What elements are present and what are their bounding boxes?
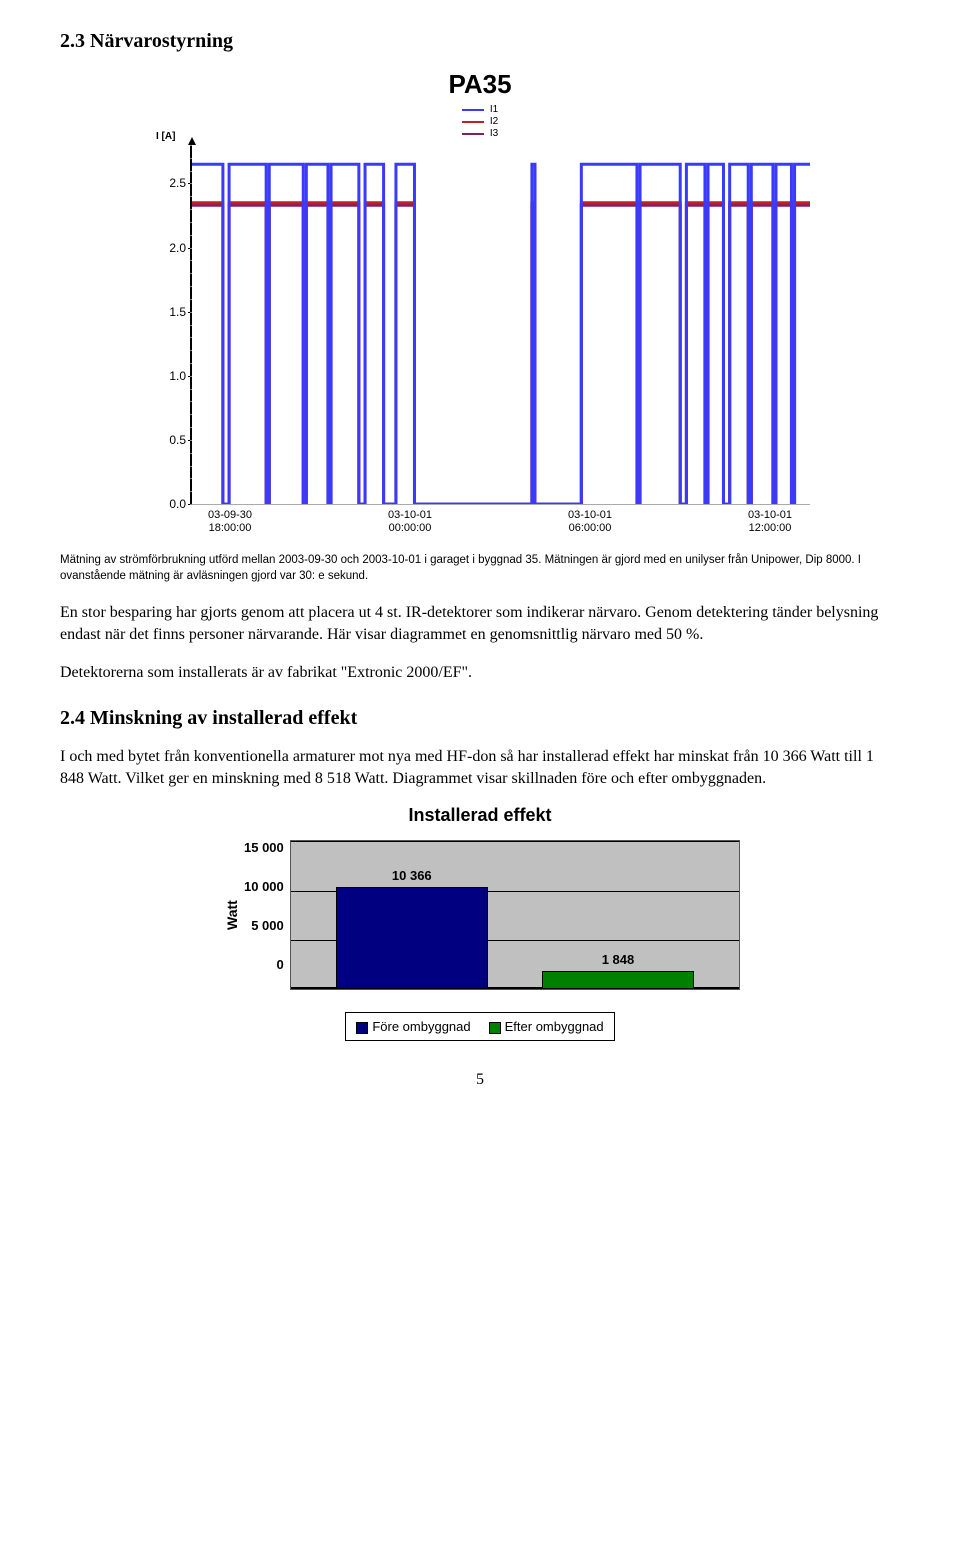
bar: 1 848 bbox=[542, 971, 694, 989]
page-number: 5 bbox=[60, 1071, 900, 1089]
chart2-title: Installerad effekt bbox=[220, 805, 740, 826]
section-heading-2: 2.4 Minskning av installerad effekt bbox=[60, 707, 900, 730]
chart1-title: PA35 bbox=[150, 69, 810, 100]
legend-item: Efter ombyggnad bbox=[489, 1019, 604, 1034]
section-heading-1: 2.3 Närvarostyrning bbox=[60, 30, 900, 53]
ytick-label: 0 bbox=[244, 957, 284, 972]
paragraph-1: En stor besparing har gjorts genom att p… bbox=[60, 602, 900, 645]
ytick-label: 1.0 bbox=[152, 369, 186, 383]
ytick-label: 2.0 bbox=[152, 241, 186, 255]
ytick-label: 2.5 bbox=[152, 176, 186, 190]
ytick-label: 15 000 bbox=[244, 840, 284, 855]
chart1: PA35 I1I2I3 I [A] 0.00.51.01.52.02.5 03-… bbox=[150, 69, 810, 535]
paragraph-2: Detektorerna som installerats är av fabr… bbox=[60, 662, 900, 684]
bar-value-label: 1 848 bbox=[543, 952, 693, 967]
ytick-label: 1.5 bbox=[152, 305, 186, 319]
xtick-label: 03-10-0100:00:00 bbox=[370, 509, 450, 535]
bar-value-label: 10 366 bbox=[337, 868, 487, 883]
chart1-legend: I1I2I3 bbox=[150, 104, 810, 139]
xtick-label: 03-09-3018:00:00 bbox=[190, 509, 270, 535]
legend-item: I3 bbox=[462, 128, 498, 139]
chart1-plot-area: I [A] 0.00.51.01.52.02.5 bbox=[190, 145, 810, 505]
ytick-label: 0.5 bbox=[152, 433, 186, 447]
yaxis-arrow-icon bbox=[188, 137, 196, 145]
ytick-label: 0.0 bbox=[152, 497, 186, 511]
chart2-yticks: 15 000 10 000 5 000 0 bbox=[244, 840, 290, 990]
ytick-label: 10 000 bbox=[244, 879, 284, 894]
legend-item: I2 bbox=[462, 116, 498, 127]
chart2-legend: Före ombyggnad Efter ombyggnad bbox=[345, 1012, 614, 1041]
chart1-caption: Mätning av strömförbrukning utförd mella… bbox=[60, 553, 900, 584]
chart1-yaxis-label: I [A] bbox=[156, 131, 175, 142]
ytick-label: 5 000 bbox=[244, 918, 284, 933]
chart2-ylabel: Watt bbox=[220, 840, 244, 990]
legend-item: Före ombyggnad bbox=[356, 1019, 470, 1034]
chart1-xticks: 03-09-3018:00:00 03-10-0100:00:00 03-10-01… bbox=[190, 509, 810, 535]
xtick-label: 03-10-0106:00:00 bbox=[550, 509, 630, 535]
chart2: Installerad effekt Watt 15 000 10 000 5 00… bbox=[220, 805, 740, 1041]
paragraph-3: I och med bytet från konventionella arma… bbox=[60, 746, 900, 789]
xtick-label: 03-10-0112:00:00 bbox=[730, 509, 810, 535]
legend-item: I1 bbox=[462, 104, 498, 115]
bar: 10 366 bbox=[336, 887, 488, 989]
chart2-plot-area: 10 366 1 848 bbox=[290, 840, 740, 990]
